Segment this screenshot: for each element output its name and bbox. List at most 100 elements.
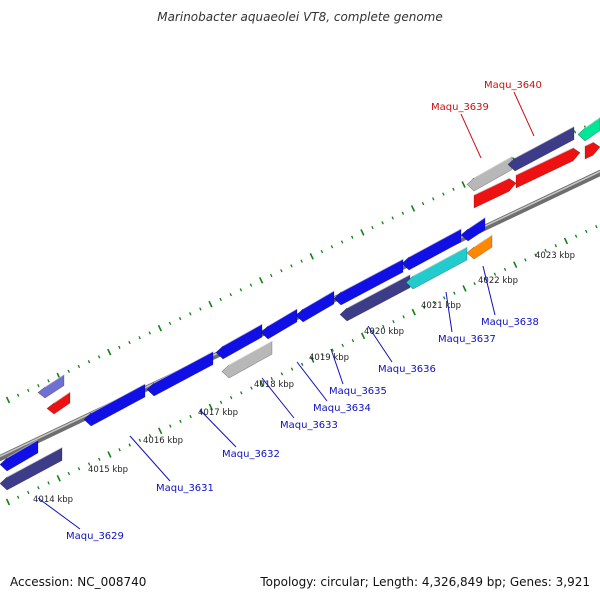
scale-tick [98, 457, 101, 461]
scale-label: 4015 kbp [88, 465, 128, 475]
gene-maqu-3629-shine [6, 447, 63, 478]
leader-line-red [513, 91, 535, 137]
scale-tick [240, 391, 243, 395]
outer-tick [118, 345, 121, 349]
outer-tick [37, 384, 40, 388]
outer-tick [258, 276, 264, 284]
outer-tick [452, 187, 455, 191]
outer-tick [432, 197, 435, 201]
scale-tick [107, 451, 112, 458]
scale-tick [189, 414, 192, 419]
scale-tick [208, 403, 214, 411]
gene-teal-edge-shine [584, 117, 600, 129]
scale-tick [411, 308, 416, 316]
gene-label-red: Maqu_3639 [431, 102, 489, 113]
scale-tick [16, 495, 20, 499]
scale-label: 4014 kbp [33, 495, 73, 505]
gene-plus-small-2-shine [53, 391, 71, 404]
gene-maqu-3634 [260, 308, 298, 340]
scale-tick [341, 343, 344, 347]
outer-tick [128, 340, 131, 345]
scale-tick [462, 285, 467, 292]
scale-tick [473, 282, 476, 286]
scale-tick [392, 319, 395, 324]
gene-maqu-3632 [146, 351, 214, 397]
leader-line [296, 361, 328, 402]
scale-tick [250, 386, 253, 390]
scale-tick [148, 433, 152, 438]
leader-line-red [460, 113, 482, 159]
outer-tick [270, 273, 273, 278]
outer-tick [47, 379, 50, 383]
outer-tick [573, 130, 577, 134]
scale-label: 4017 kbp [198, 408, 238, 418]
scale-tick [67, 471, 71, 476]
topology-text: Topology: circular; Length: 4,326,849 bp… [260, 575, 590, 589]
leader-line [330, 348, 344, 385]
accession-text: Accession: NC_008740 [10, 575, 147, 589]
scale-tick [371, 329, 375, 333]
scale-tick [219, 400, 223, 404]
outer-tick [290, 264, 293, 268]
scale-tick [290, 367, 294, 371]
scale-tick [432, 301, 436, 305]
scale-tick [453, 291, 456, 295]
outer-tick [421, 202, 425, 206]
outer-tick [27, 388, 30, 393]
scale-tick [524, 258, 527, 262]
scale-tick [544, 248, 547, 253]
outer-tick [391, 216, 394, 220]
gene-maqu-3637-shine [408, 228, 462, 258]
gene-label: Maqu_3638 [481, 317, 539, 328]
label-layer: 4014 kbp 4015 kbp 4016 kbp 4017 kbp 4018 kbp… [33, 80, 575, 542]
gene-red-2-shine [515, 147, 574, 176]
leader-line [37, 497, 81, 530]
outer-tick [97, 355, 101, 359]
scale-tick [402, 315, 405, 319]
scale-tick [259, 380, 264, 387]
gene-maqu-3633-shine [222, 323, 263, 347]
scale-tick [300, 362, 304, 366]
scale-tick [47, 481, 50, 485]
scale-tick [321, 353, 324, 357]
outer-tick [300, 259, 303, 263]
outer-tick [280, 269, 283, 273]
scale-tick [56, 474, 61, 482]
outer-tick [371, 225, 374, 230]
gene-maqu-3636a-shine [340, 258, 404, 293]
scale-tick [158, 427, 163, 435]
gene-label: Maqu_3634 [313, 403, 371, 414]
leader-line [261, 377, 295, 419]
gene-grey-1-shine [228, 340, 273, 366]
outer-tick [330, 245, 334, 249]
outer-tick [340, 240, 344, 244]
outer-tick [5, 396, 11, 404]
scale-tick [27, 490, 30, 495]
gene-label: Maqu_3631 [156, 483, 214, 494]
map-title: Marinobacter aquaeolei VT8, complete gen… [157, 10, 443, 24]
outer-tick [360, 229, 365, 236]
gene-maqu-3634-shine [267, 308, 298, 327]
scale-label: 4022 kbp [478, 276, 518, 286]
gene-teal-edge [577, 117, 600, 142]
outer-tick [461, 181, 466, 188]
outer-tick [107, 348, 112, 356]
scale-tick [5, 498, 11, 506]
feature-layer [0, 117, 600, 491]
gene-label: Maqu_3629 [66, 531, 124, 542]
gene-blue-edge-shine [6, 439, 39, 459]
scale-tick [493, 272, 497, 276]
leader-line [367, 325, 393, 363]
outer-tick [229, 293, 232, 297]
scale-tick [128, 443, 131, 447]
gene-red-edge-shine [584, 141, 594, 147]
gene-maqu-3631 [83, 383, 146, 427]
outer-tick [351, 235, 354, 239]
scale-tick [270, 376, 273, 381]
scale-tick [138, 438, 142, 442]
outer-tick [148, 331, 151, 335]
outer-tick [381, 221, 384, 225]
scale-tick [77, 467, 81, 471]
leader-line [129, 435, 171, 482]
